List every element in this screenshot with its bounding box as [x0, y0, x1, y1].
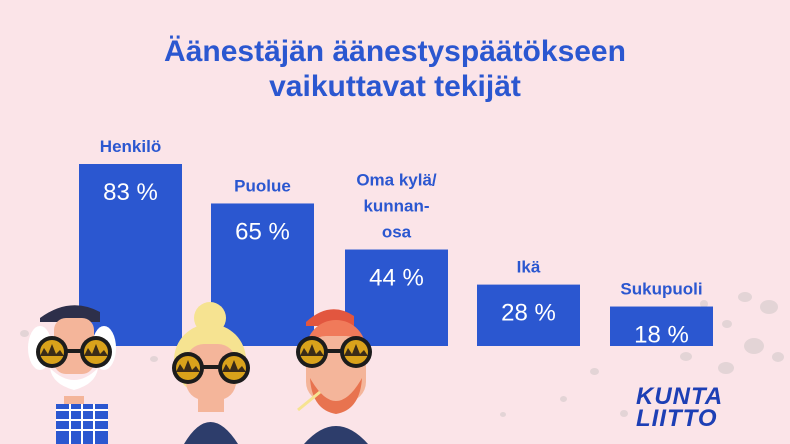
- category-label-4: Ikä: [517, 258, 541, 277]
- blonde-woman-illustration: [172, 302, 250, 444]
- decorative-speck: [722, 320, 732, 328]
- chart-title-line-2: vaikuttavat tekijät: [269, 70, 521, 103]
- decorative-speck: [590, 368, 599, 375]
- decorative-speck: [700, 300, 708, 308]
- chart-title: Äänestäjän äänestyspäätökseen vaikuttava…: [0, 34, 790, 104]
- value-label-2: 65 %: [235, 218, 290, 245]
- bar-2: [211, 203, 314, 346]
- kuntaliitto-logo: KUNTA LIITTO: [636, 383, 723, 432]
- decorative-speck: [620, 410, 628, 417]
- bars-group: 83 % Henkilö 65 % Puolue 44 % Oma kylä/kunnan…: [79, 137, 713, 349]
- redhead-man-illustration: [296, 309, 372, 444]
- decorative-speck: [718, 362, 734, 374]
- decorative-speck: [20, 330, 29, 337]
- decorative-speck: [560, 396, 567, 402]
- value-label-1: 83 %: [103, 179, 158, 206]
- chart-title-line-1: Äänestäjän äänestyspäätökseen: [164, 35, 626, 68]
- value-label-4: 28 %: [501, 300, 556, 327]
- decorative-speck: [680, 352, 692, 361]
- decorative-speck: [738, 292, 752, 302]
- value-label-3: 44 %: [369, 265, 424, 292]
- category-label-2: Puolue: [234, 176, 291, 195]
- category-label-3-line-1: Oma kylä/: [356, 171, 437, 190]
- category-label-3-line-3: osa: [382, 223, 412, 242]
- elderly-man-illustration: [28, 305, 116, 444]
- category-label-1: Henkilö: [100, 137, 161, 156]
- value-label-5: 18 %: [634, 322, 689, 349]
- decorative-speck: [150, 356, 158, 362]
- bar-5: [610, 306, 713, 346]
- decorative-speck: [744, 338, 764, 354]
- category-label-3-line-2: kunnan-: [363, 197, 429, 216]
- category-label-5: Sukupuoli: [620, 280, 702, 299]
- bar-4: [477, 284, 580, 346]
- decorative-speck: [760, 300, 778, 314]
- decorative-speck: [500, 412, 506, 417]
- bar-3: [345, 249, 448, 346]
- decorative-speck: [772, 352, 784, 362]
